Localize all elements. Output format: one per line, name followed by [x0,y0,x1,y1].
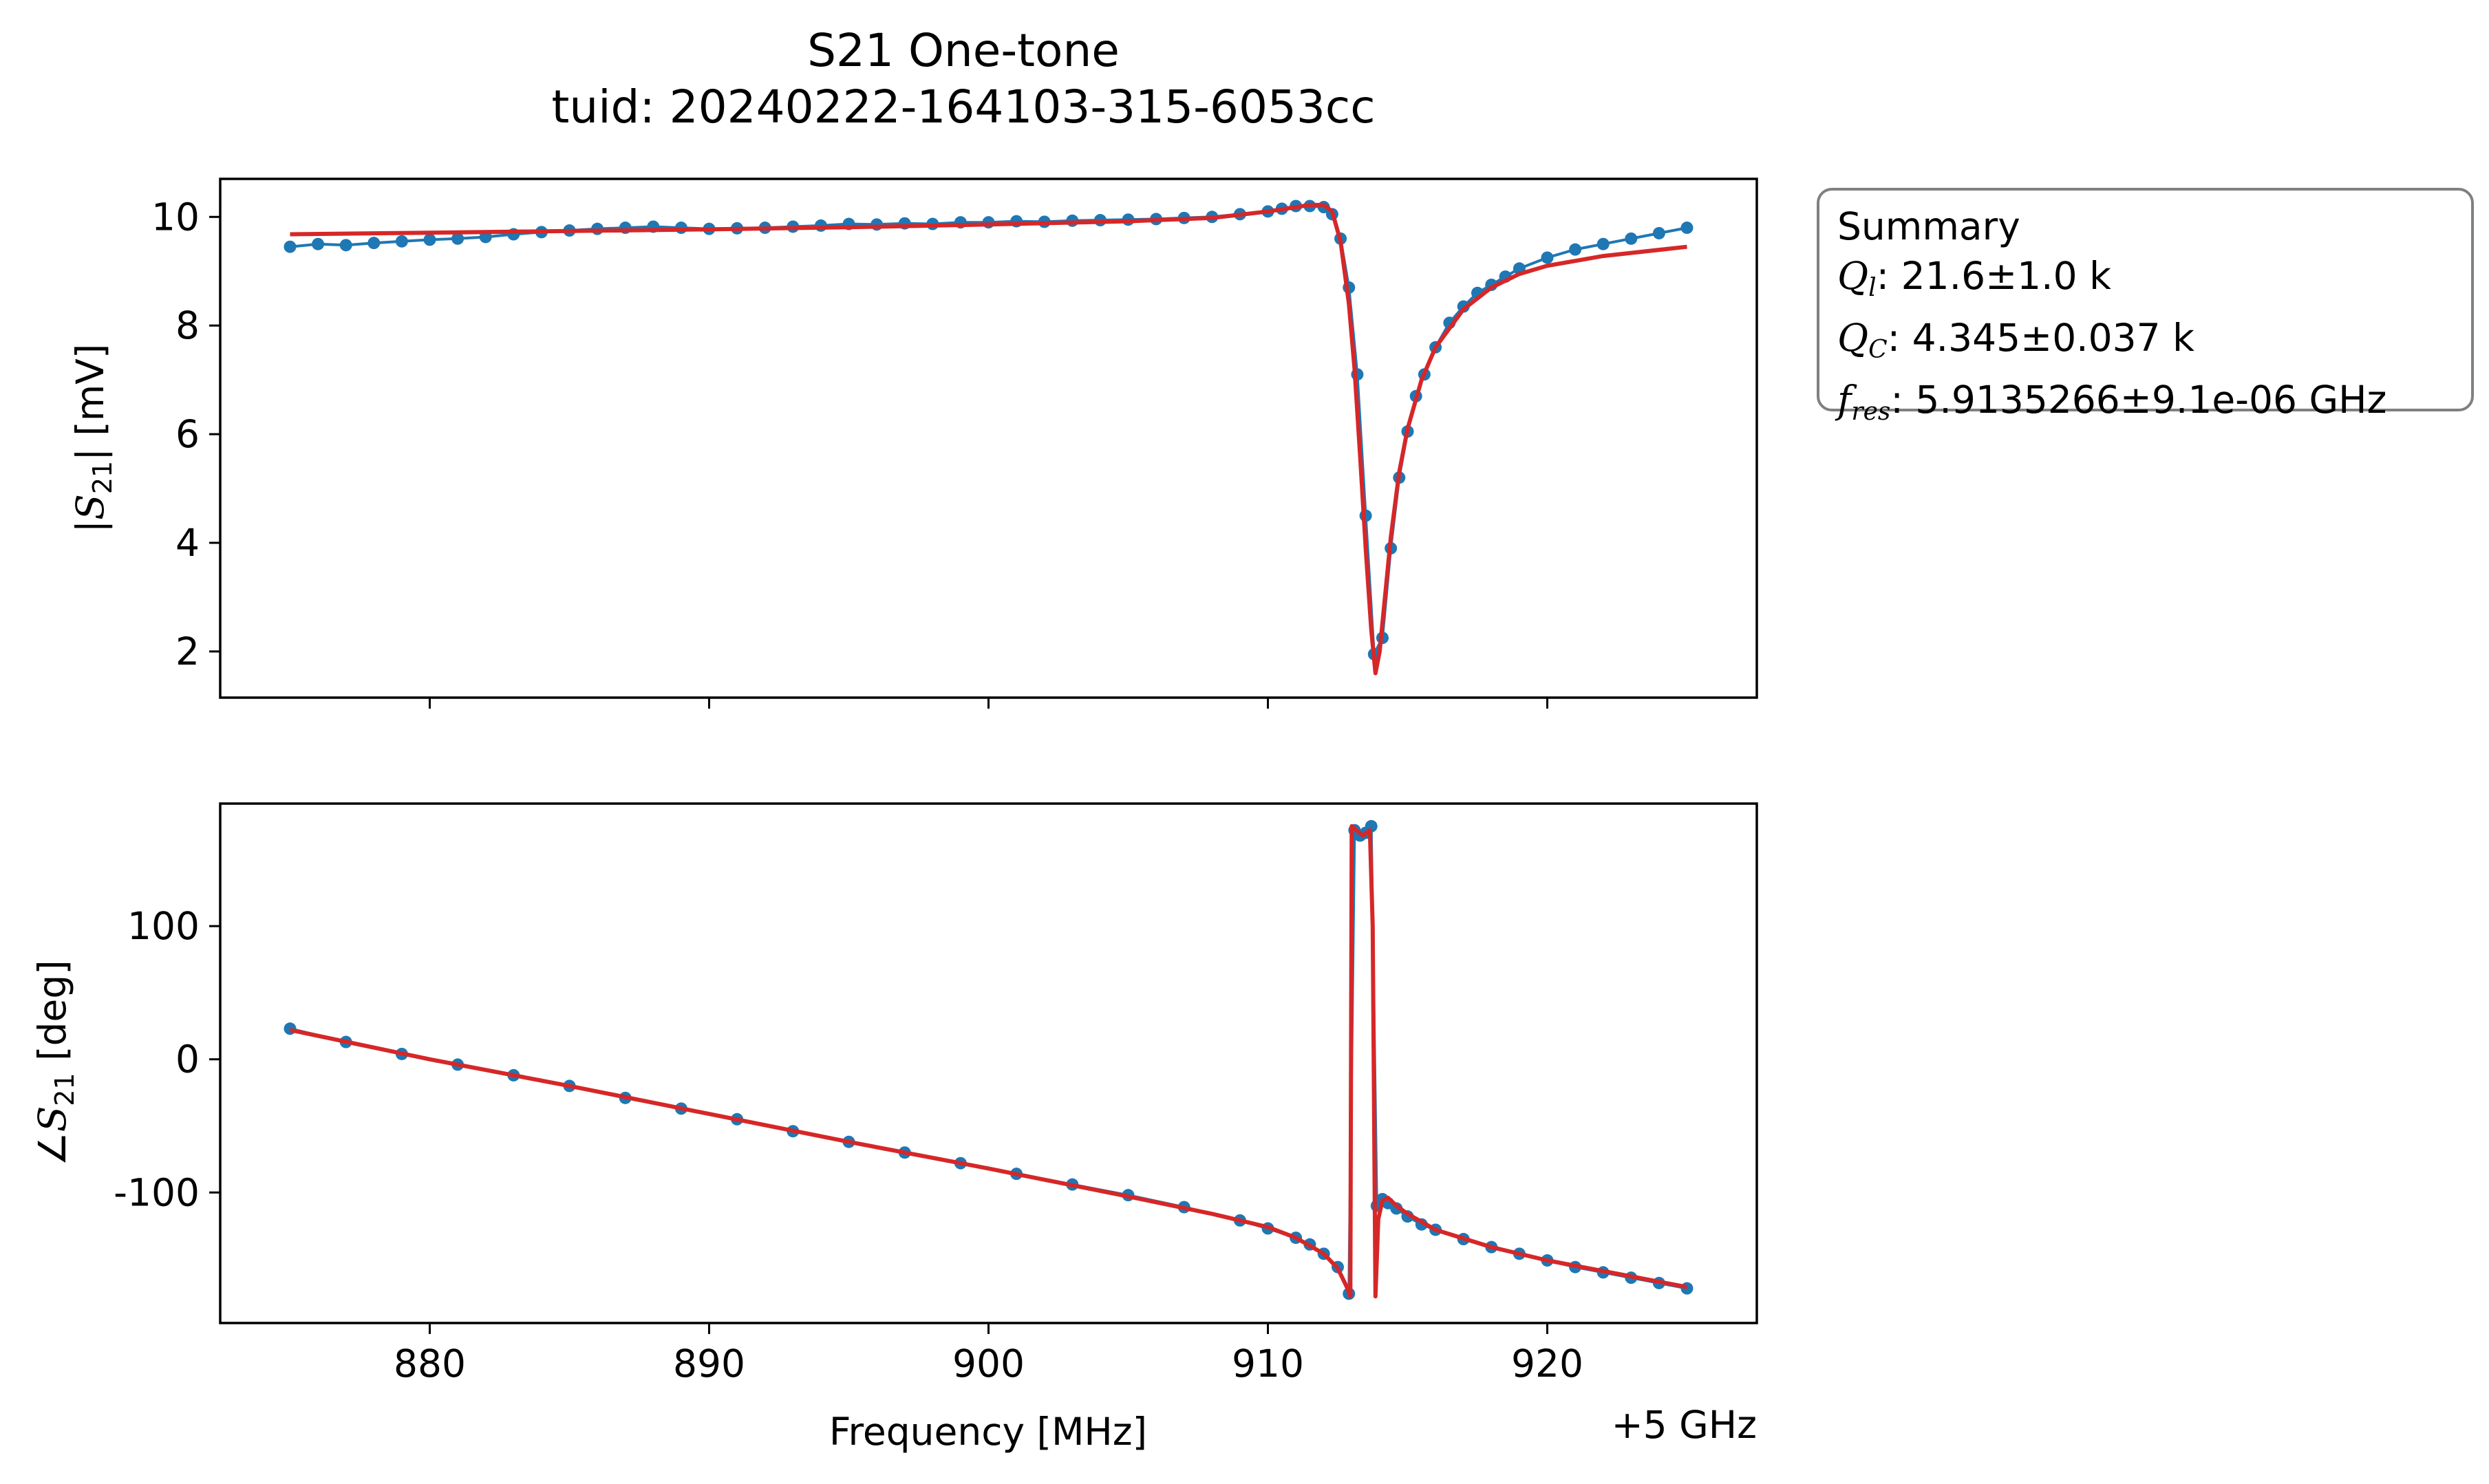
magnitude-data-point [1652,226,1665,239]
phase-xtick-group: 880 890 900 910 920 [394,1323,1583,1386]
magnitude-data-point [1596,237,1610,250]
magnitude-data-point [423,233,436,246]
magnitude-ytick-label: 2 [175,630,200,674]
magnitude-data-point [1569,243,1582,256]
magnitude-data-point [395,235,408,248]
magnitude-data-trace [290,204,1687,660]
magnitude-ytick-label: 8 [175,303,200,347]
figure-title-line2: tuid: 20240222-164103-315-6053cc [552,80,1376,133]
magnitude-data-point [1457,300,1470,313]
magnitude-data-point [367,237,381,250]
magnitude-axes-frame [219,178,1758,699]
magnitude-ylabel: |S21| [mV] [68,344,118,533]
magnitude-fit-layer [284,200,1694,676]
figure-title-line1: S21 One-tone [807,24,1120,77]
magnitude-ytick-group: 2 4 6 8 10 [151,195,220,674]
magnitude-plot: 2 4 6 8 10 |S21| [mV] [68,178,1758,709]
phase-ytick-label: 100 [127,904,200,948]
summary-row-ql: Ql: 21.6±1.0 k [1837,254,2111,302]
magnitude-data-point [451,232,464,245]
phase-xtick-label: 920 [1511,1342,1583,1386]
phase-xtick-label: 880 [394,1342,466,1386]
phase-xtick-label: 900 [952,1342,1025,1386]
frequency-offset-label: +5 GHz [1612,1403,1757,1447]
summary-header: Summary [1837,204,2020,248]
magnitude-ytick-label: 10 [151,195,200,239]
phase-ytick-label: -100 [114,1170,200,1214]
phase-fit-layer [284,819,1694,1300]
magnitude-data-point [1625,232,1638,245]
phase-plot: 880 890 900 910 920 100 0 -100 ∠S21 [deg] Freq… [30,802,1758,1454]
magnitude-data-point [312,237,325,250]
magnitude-ytick-label: 6 [175,412,200,456]
magnitude-data-point [1680,222,1694,235]
magnitude-xtick-group [429,698,1548,709]
phase-xlabel: Frequency [MHz] [829,1410,1147,1454]
summary-row-qc: QC: 4.345±0.037 k [1837,316,2194,364]
phase-ytick-label: 0 [175,1037,200,1082]
phase-ylabel: ∠S21 [deg] [30,960,80,1165]
phase-data-trace [290,822,1687,1295]
magnitude-fit-line [290,202,1687,676]
magnitude-data-point [339,239,352,252]
magnitude-ytick-label: 4 [175,521,200,565]
phase-fit-line [289,824,1688,1299]
phase-ytick-group: 100 0 -100 [114,904,220,1214]
fit-summary-box: Summary Ql: 21.6±1.0 k QC: 4.345±0.037 k… [1817,188,2474,426]
phase-xtick-label: 890 [673,1342,745,1386]
phase-data-point [1680,1282,1694,1295]
phase-xtick-label: 910 [1232,1342,1304,1386]
summary-row-fres: fres: 5.9135266±9.1e-06 GHz [1837,378,2387,426]
magnitude-data-point [284,240,297,253]
magnitude-data-point [1541,251,1554,264]
